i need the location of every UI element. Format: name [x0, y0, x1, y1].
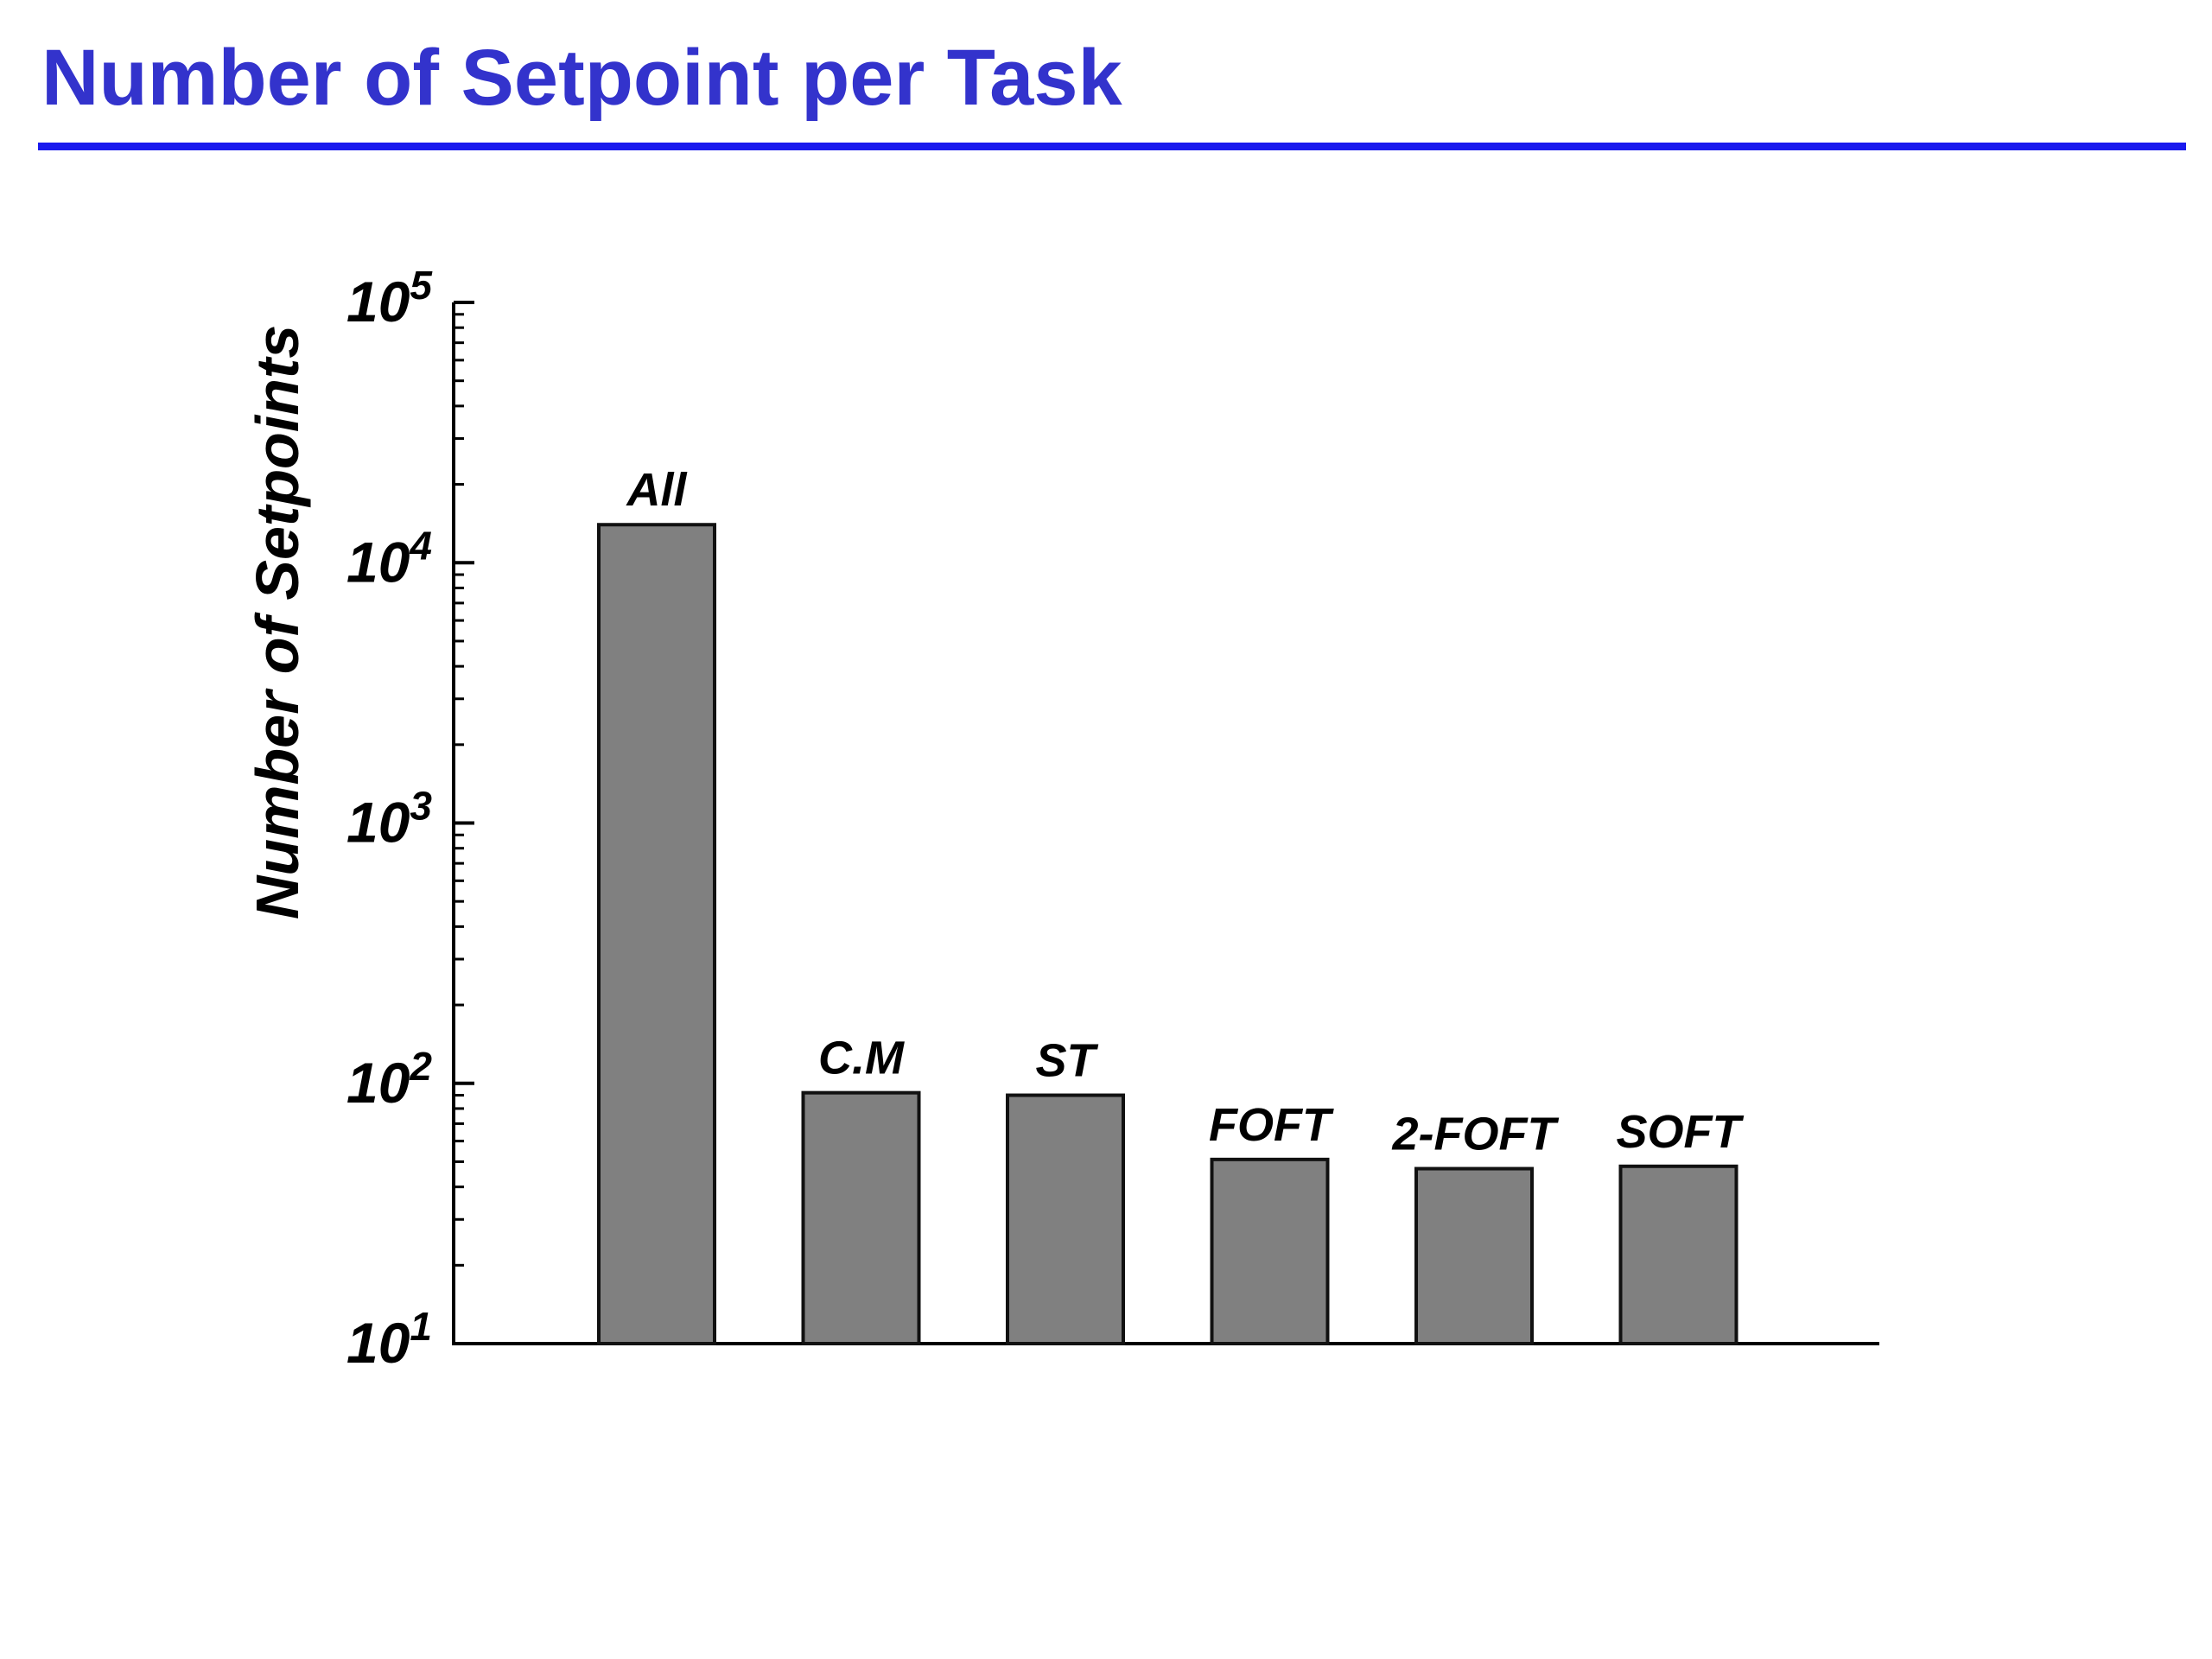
bar-st	[1006, 1093, 1125, 1345]
bar-label: FOFT	[1209, 1099, 1334, 1151]
bar-label: 2-FOFT	[1392, 1109, 1560, 1160]
title-rule	[38, 143, 2186, 150]
bar-label: SOFT	[1617, 1106, 1745, 1158]
y-tick-label: 103	[346, 784, 432, 855]
bar-c-m	[801, 1090, 921, 1346]
bar-label: All	[625, 464, 687, 516]
bar-label: C.M	[818, 1033, 905, 1084]
bar-2-foft	[1414, 1166, 1534, 1345]
bar-all	[597, 523, 716, 1345]
bar-foft	[1210, 1157, 1330, 1345]
y-tick-label: 101	[346, 1304, 432, 1375]
y-axis-title: Number of Setpoints	[244, 325, 311, 919]
y-tick-labels: 101 102 103 104 105	[346, 263, 433, 1375]
bar-label: ST	[1035, 1035, 1098, 1087]
bar-labels: All C.M ST FOFT 2-FOFT SOFT	[625, 464, 1744, 1160]
y-tick-label: 102	[346, 1044, 432, 1115]
y-tick-label: 105	[346, 263, 433, 334]
y-tick-label: 104	[346, 523, 432, 594]
bars	[597, 523, 1738, 1346]
slide-title: Number of Setpoint per Task	[41, 34, 1122, 122]
bar-soft	[1618, 1164, 1738, 1346]
